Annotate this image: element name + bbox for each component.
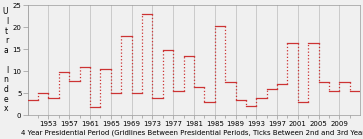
X-axis label: 4 Year Presidential Period (Gridlines Between Presidential Periods, Ticks Betwee: 4 Year Presidential Period (Gridlines Be…: [21, 130, 363, 136]
Y-axis label: U
l
t
r
a
 
I
n
d
e
x: U l t r a I n d e x: [3, 7, 8, 113]
